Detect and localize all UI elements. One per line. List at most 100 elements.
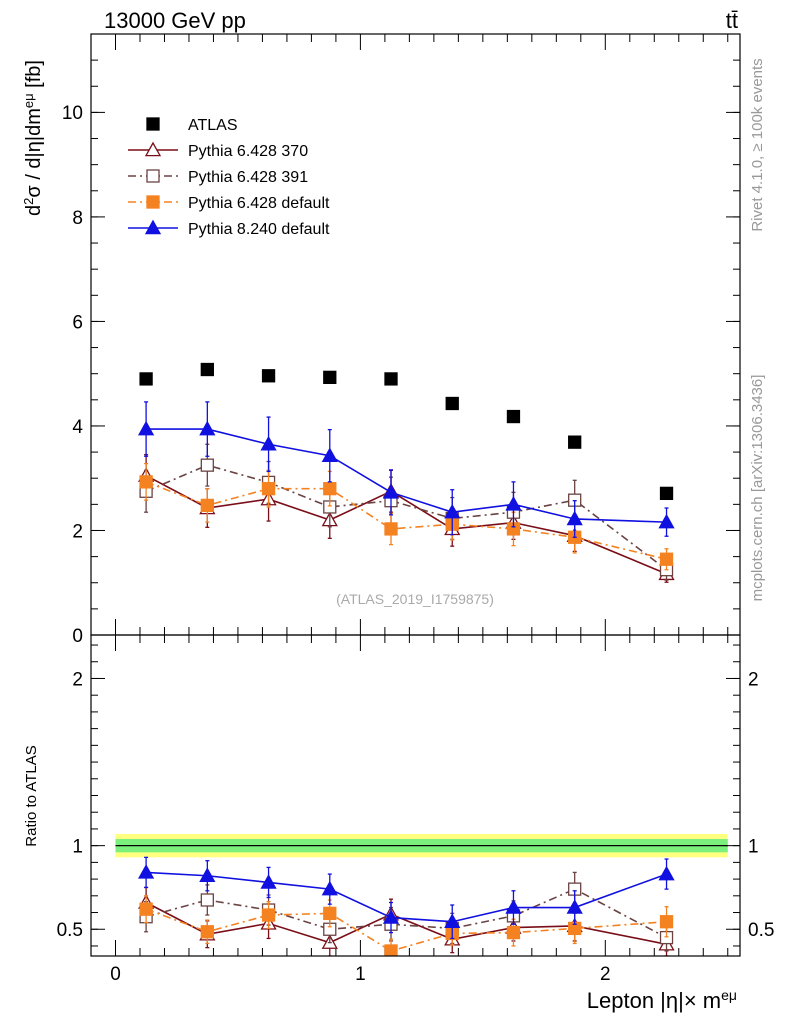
main-point-atlas-5	[445, 396, 459, 411]
main-point-p8def-0	[137, 420, 155, 436]
main-ytick-label-5: 10	[62, 103, 83, 124]
main-point-p6def-4	[384, 522, 398, 536]
main-point-p8def-8	[658, 513, 675, 529]
ylabel-part-sup2: 2	[21, 198, 36, 205]
main-ytick-label-0: 0	[72, 626, 83, 647]
ratio-series-p370	[137, 886, 675, 956]
ratio-point-p6def-4	[384, 944, 398, 956]
legend-marker-p391	[146, 169, 160, 183]
main-ytick-label-2: 4	[72, 417, 83, 438]
x-axis-label: Lepton |η|× meμ	[587, 987, 737, 1013]
ratio-line-p6def	[145, 908, 667, 952]
main-point-atlas-2	[261, 369, 276, 383]
ratio-point-p8def-8	[658, 865, 675, 881]
legend-entry-atlas: ATLAS	[146, 117, 238, 134]
ratio-plot-frame	[90, 634, 741, 957]
main-line-p8def	[146, 428, 667, 523]
ylabel-part-unit: [fb]	[23, 60, 45, 93]
main-point-atlas-7	[568, 435, 582, 449]
ratio-series-p391	[139, 871, 674, 952]
legend-marker-atlas	[146, 117, 160, 131]
ylabel-part-d: d	[23, 205, 45, 216]
rivet-label: Rivet 4.1.0, ≥ 100k events	[749, 58, 766, 231]
ratio-point-p6def-2	[261, 908, 276, 922]
ratio-y-axis-label: Ratio to ATLAS	[23, 745, 40, 846]
main-ytick-label-4: 8	[72, 208, 83, 229]
main-point-p8def-7	[566, 510, 583, 526]
main-point-p8def-6	[505, 496, 522, 511]
xtick-label-0: 0	[110, 964, 121, 985]
process-label: tt̄	[726, 8, 738, 33]
ratio-point-p8def-1	[199, 867, 216, 882]
legend-entry-p370: Pythia 6.428 370	[128, 141, 308, 160]
ratio-point-p8def-6	[505, 899, 522, 914]
xtick-label-1: 1	[355, 964, 366, 985]
legend-entry-p6def: Pythia 6.428 default	[128, 195, 330, 212]
legend-marker-p6def	[146, 195, 160, 209]
main-line-p370	[145, 474, 667, 575]
main-point-p8def-3	[321, 447, 338, 462]
main-series-p6def	[139, 462, 674, 571]
ratio-series-p8def	[137, 856, 675, 940]
main-point-atlas-4	[384, 372, 398, 386]
legend-label-p391: Pythia 6.428 391	[188, 169, 308, 186]
main-point-p8def-5	[444, 503, 461, 519]
main-point-p6def-3	[323, 482, 337, 496]
legend-entry-p8def: Pythia 8.240 default	[128, 219, 330, 238]
main-point-p6def-2	[261, 482, 276, 496]
main-point-atlas-6	[506, 409, 521, 424]
main-series-p8def	[137, 401, 675, 538]
main-series-p391	[139, 443, 674, 581]
ratio-point-p8def-7	[566, 899, 583, 914]
main-point-p8def-1	[199, 420, 216, 436]
main-ytick-label-3: 6	[72, 312, 83, 333]
ratio-ytick-label-0: 0.5	[57, 920, 83, 941]
analysis-watermark: (ATLAS_2019_I1759875)	[336, 591, 494, 607]
legend-label-p6def: Pythia 6.428 default	[188, 195, 330, 212]
ratio-point-p6def-0	[139, 902, 153, 916]
main-point-p6def-8	[659, 552, 674, 566]
main-point-p8def-2	[260, 435, 277, 451]
ratio-point-p6def-3	[323, 906, 337, 921]
main-series-atlas	[139, 362, 674, 501]
ratio-line-p370	[145, 901, 667, 946]
main-series-p370	[137, 454, 675, 583]
legend-entry-p391: Pythia 6.428 391	[128, 169, 308, 186]
ratio-point-p8def-5	[444, 913, 461, 928]
ratio-point-p8def-0	[137, 864, 155, 879]
main-point-p391-1	[200, 458, 214, 472]
legend-label-atlas: ATLAS	[188, 117, 238, 134]
main-point-p8def-4	[382, 483, 400, 499]
ylabel-part-body: σ / d|η|dm	[23, 108, 45, 197]
ratio-ytick-label-right-0: 0.5	[748, 920, 774, 941]
ratio-point-p8def-4	[382, 909, 400, 924]
xlabel-part-sup: eμ	[721, 987, 737, 1003]
main-line-p6def	[145, 481, 667, 560]
main-line-p391	[145, 464, 668, 571]
ylabel-part-supemu: eμ	[21, 93, 36, 108]
ratio-point-p391-1	[200, 893, 214, 907]
ratio-ytick-label-1: 1	[72, 836, 83, 857]
ratio-ytick-label-right-2: 2	[748, 669, 759, 690]
xtick-label-2: 2	[600, 964, 611, 985]
energy-label: 13000 GeV pp	[104, 8, 246, 33]
ratio-line-p391	[145, 888, 667, 939]
ratio-ytick-label-2: 2	[72, 669, 83, 690]
legend-marker-p370	[144, 141, 162, 157]
main-point-p6def-1	[200, 498, 214, 513]
main-y-axis-label: d2σ / d|η|dmeμ [fb]	[21, 60, 46, 216]
main-point-atlas-3	[323, 370, 337, 385]
ratio-ytick-label-right-1: 1	[748, 836, 759, 857]
ratio-point-p8def-2	[260, 874, 277, 889]
legend-label-p370: Pythia 6.428 370	[188, 143, 308, 160]
mcplots-label: mcplots.cern.ch [arXiv:1306.3436]	[749, 375, 766, 602]
ratio-point-p6def-6	[506, 925, 521, 940]
main-point-atlas-8	[659, 486, 674, 501]
ratio-point-p6def-1	[200, 925, 214, 939]
ratio-point-p8def-3	[321, 880, 338, 896]
ratio-point-p6def-8	[659, 915, 674, 929]
main-point-atlas-1	[200, 362, 214, 377]
legend-label-p8def: Pythia 8.240 default	[188, 221, 330, 238]
main-point-p6def-0	[139, 475, 153, 489]
